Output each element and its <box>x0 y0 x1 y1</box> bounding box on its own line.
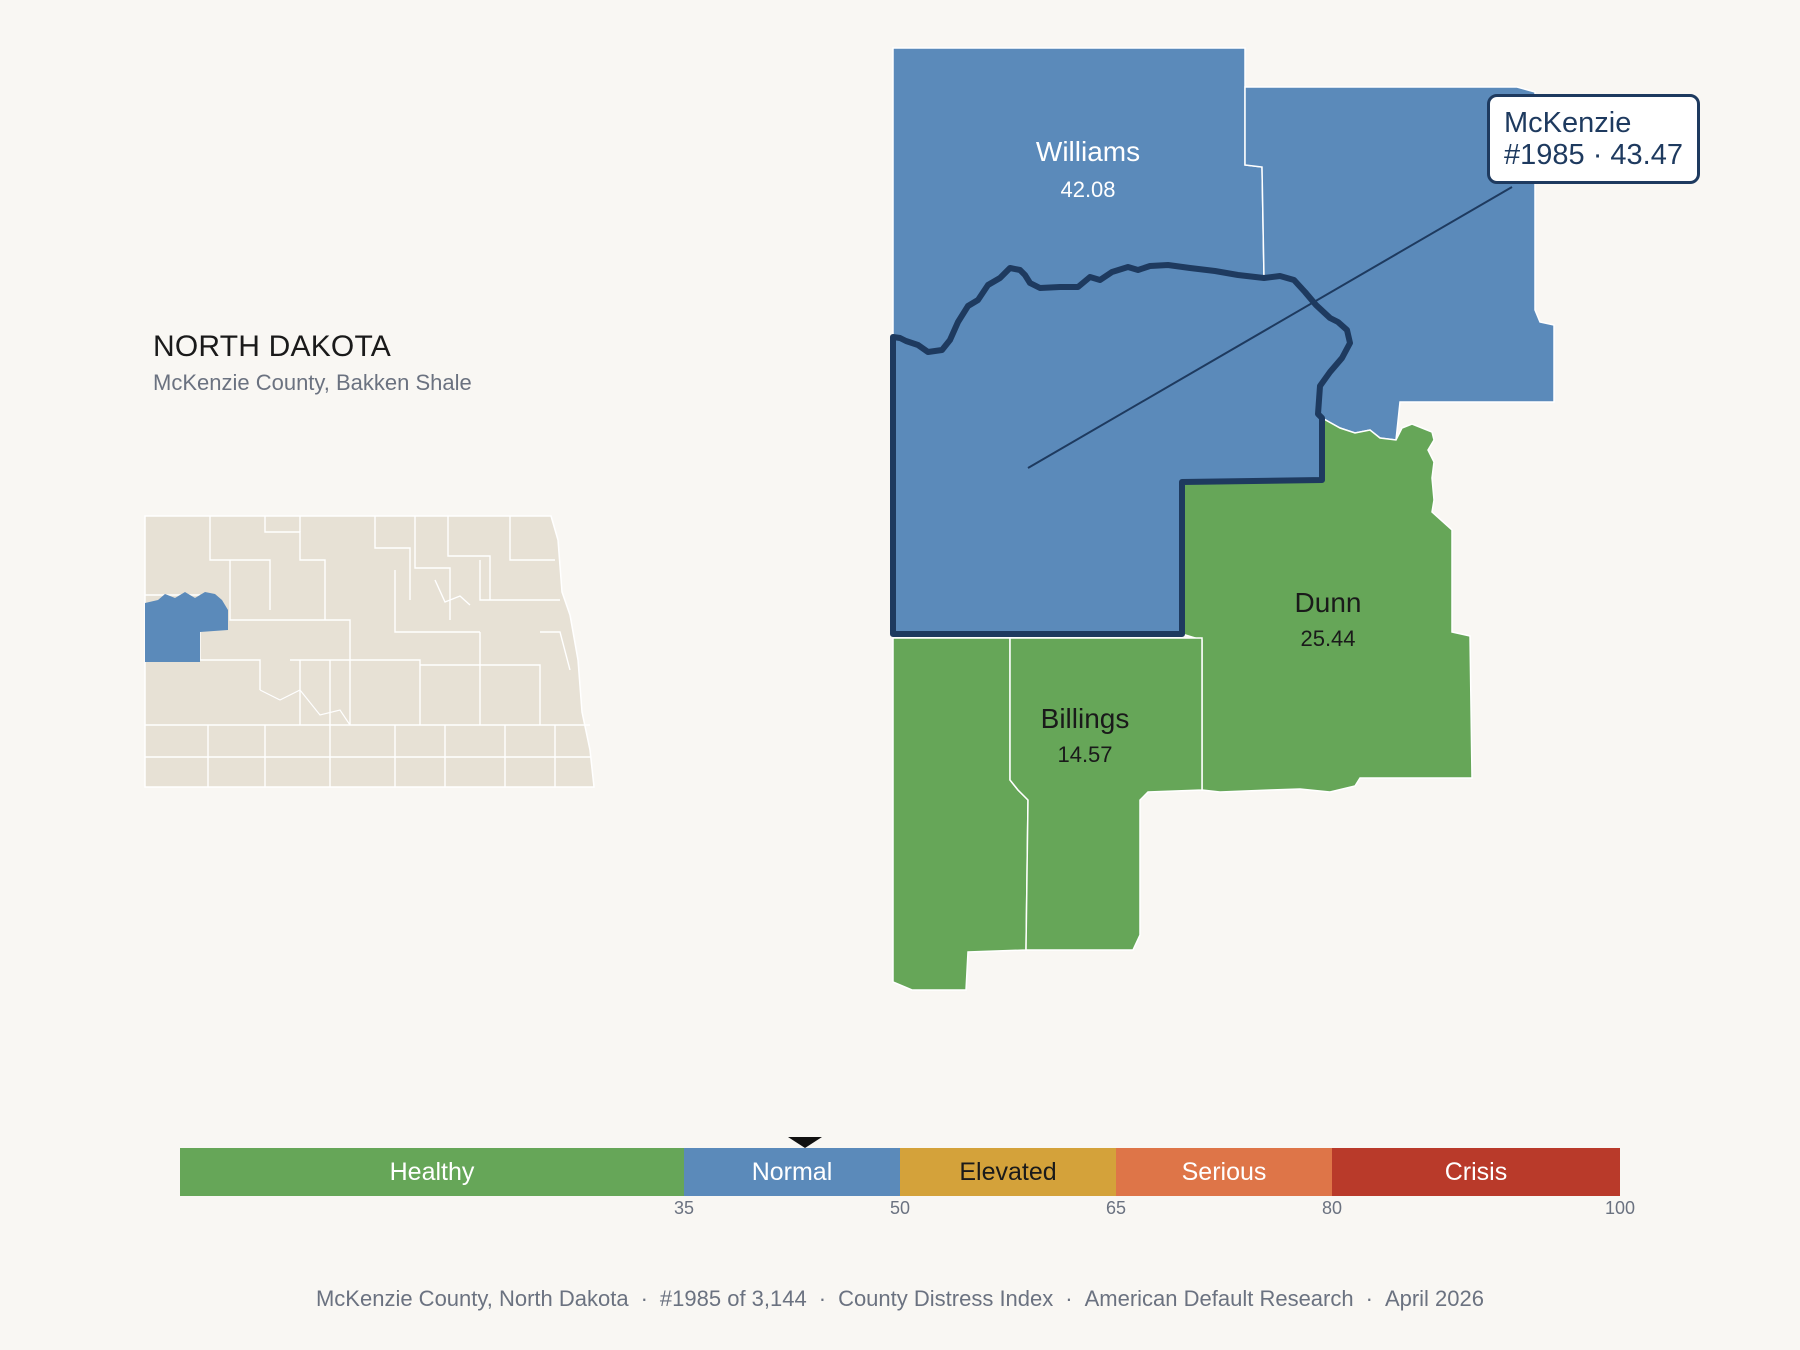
mckenzie-outline <box>890 262 1353 637</box>
scale-label-healthy: Healthy <box>389 1157 475 1186</box>
county-dunn[interactable] <box>1181 416 1473 793</box>
footer-location: McKenzie County, North Dakota <box>315 1286 629 1311</box>
callout-county-name: McKenzie <box>1504 107 1632 139</box>
county-billings[interactable] <box>1009 637 1203 951</box>
scale-segment-crisis: Crisis <box>1332 1148 1620 1196</box>
scale-segment-normal: Normal <box>684 1148 900 1196</box>
scale-segment-serious: Serious <box>1116 1148 1332 1196</box>
county-label-billings: Billings <box>1041 703 1130 734</box>
county-label-dunn: Dunn <box>1295 587 1362 618</box>
footer-rank: #1985 of 3,144 <box>659 1286 807 1311</box>
scale-label-elevated: Elevated <box>959 1157 1057 1186</box>
state-subtitle: McKenzie County, Bakken Shale <box>153 370 472 395</box>
scale-tick: 50 <box>889 1198 911 1218</box>
county-golden-valley[interactable] <box>892 637 1029 991</box>
county-value-dunn: 25.44 <box>1300 626 1355 651</box>
county-shapes <box>890 47 1555 991</box>
scale-tick: 80 <box>1321 1198 1343 1218</box>
county-mckenzie[interactable] <box>893 265 1350 634</box>
scale-label-normal: Normal <box>751 1157 833 1186</box>
county-value-williams: 42.08 <box>1060 177 1115 202</box>
county-labels: Williams 42.08 Dunn 25.44 Billings 14.57 <box>1036 136 1362 767</box>
footer-index-name: County Distress Index <box>838 1286 1054 1311</box>
scale-segment-elevated: Elevated <box>900 1148 1116 1196</box>
footer-date: April 2026 <box>1384 1286 1485 1311</box>
scale-tick: 35 <box>673 1198 695 1218</box>
county-label-williams: Williams <box>1036 136 1140 167</box>
map-title-block: NORTH DAKOTA McKenzie County, Bakken Sha… <box>153 330 472 396</box>
inset-state-land <box>144 515 595 788</box>
footer-source: American Default Research <box>1084 1286 1354 1311</box>
inset-mckenzie-highlight <box>145 592 228 662</box>
distress-scale: Healthy Normal Elevated Serious Crisis <box>180 1148 1620 1196</box>
footer: McKenzie County, North Dakota · #1985 of 3… <box>315 1286 1485 1311</box>
callout-leader-line <box>1027 186 1513 469</box>
county-callout: McKenzie #1985 · 43.47 <box>1487 94 1700 184</box>
scale-segment-healthy: Healthy <box>180 1148 684 1196</box>
scale-tick: 65 <box>1105 1198 1127 1218</box>
state-title: NORTH DAKOTA <box>153 330 391 363</box>
scale-label-crisis: Crisis <box>1444 1157 1508 1186</box>
callout-rank-value: #1985 · 43.47 <box>1504 139 1683 171</box>
scale-marker <box>788 1137 822 1148</box>
county-value-billings: 14.57 <box>1057 742 1112 767</box>
state-inset-map <box>144 515 595 788</box>
scale-tick: 100 <box>1604 1198 1636 1218</box>
scale-ticks: 35 50 65 80 100 <box>180 1198 1635 1222</box>
scale-label-serious: Serious <box>1181 1157 1267 1186</box>
